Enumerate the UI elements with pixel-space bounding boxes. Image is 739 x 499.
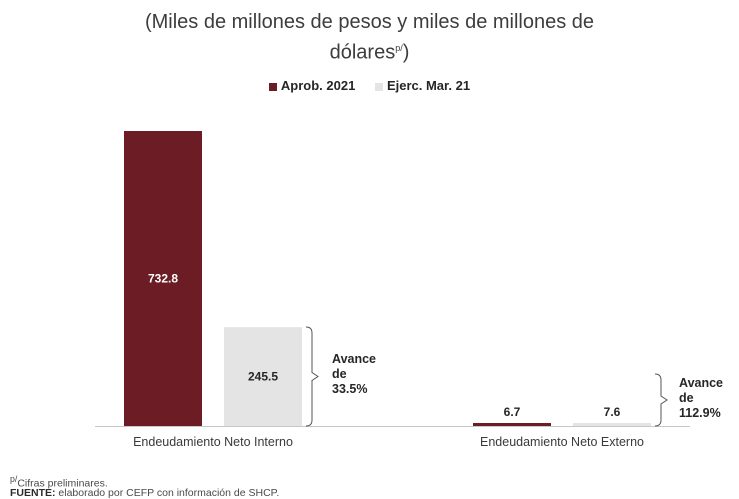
- legend-label-ejerc: Ejerc. Mar. 21: [386, 78, 471, 93]
- annotation-text-1-1: de: [679, 391, 694, 405]
- data-label-aprob-0: 732.8: [148, 272, 178, 286]
- source-text: elaborado por CEFP con información de SH…: [55, 487, 280, 499]
- bar-aprob-1: [473, 423, 551, 426]
- chart-title-superscript: p/: [395, 43, 403, 53]
- bar-aprob-0: [124, 131, 202, 426]
- data-label-aprob-1: 6.7: [504, 405, 521, 419]
- legend: Aprob. 2021 Ejerc. Mar. 21: [0, 78, 739, 93]
- footnote-text: Cifras preliminares.: [17, 477, 108, 490]
- legend-swatch-ejerc: [374, 82, 383, 91]
- chart-title-line-1: (Miles de millones de pesos y miles de m…: [144, 11, 595, 33]
- plot-area: 732.8 245.5 Endeudamiento Neto Interno 6.7 7…: [95, 131, 723, 449]
- annotation-bracket-1: [654, 373, 668, 427]
- annotation-bracket-0: [305, 326, 319, 427]
- chart-title-line-2: dólaresp/): [0, 36, 739, 65]
- data-label-ejerc-0: 245.5: [248, 370, 278, 384]
- x-tick-label-1: Endeudamiento Neto Externo: [480, 435, 644, 449]
- annotation-text-0-1: de: [332, 367, 347, 381]
- annotation-text-0-0: Avance: [332, 352, 376, 366]
- bar-ejerc-1: [573, 422, 651, 426]
- chart-title-word: dólares: [329, 41, 396, 64]
- annotation-text-1-0: Avance: [679, 376, 723, 390]
- legend-item-aprob: Aprob. 2021: [268, 78, 356, 93]
- annotation-text-1-2: 112.9%: [679, 406, 721, 420]
- data-label-ejerc-1: 7.6: [604, 405, 621, 419]
- chart-title-close: ): [402, 41, 410, 64]
- annotation-text-0-2: 33.5%: [332, 382, 367, 396]
- footnote-source: FUENTE: elaborado por CEFP con informaci…: [10, 487, 279, 499]
- legend-item-ejerc: Ejerc. Mar. 21: [374, 78, 471, 93]
- bar-ejerc-0: [224, 327, 302, 426]
- footnote-preliminary: p/Cifras preliminares.: [10, 474, 108, 490]
- x-tick-label-0: Endeudamiento Neto Interno: [133, 435, 293, 449]
- source-label: FUENTE:: [10, 487, 56, 499]
- footnote-superscript: p/: [10, 474, 18, 484]
- legend-swatch-aprob: [268, 82, 277, 91]
- legend-label-aprob: Aprob. 2021: [280, 78, 356, 93]
